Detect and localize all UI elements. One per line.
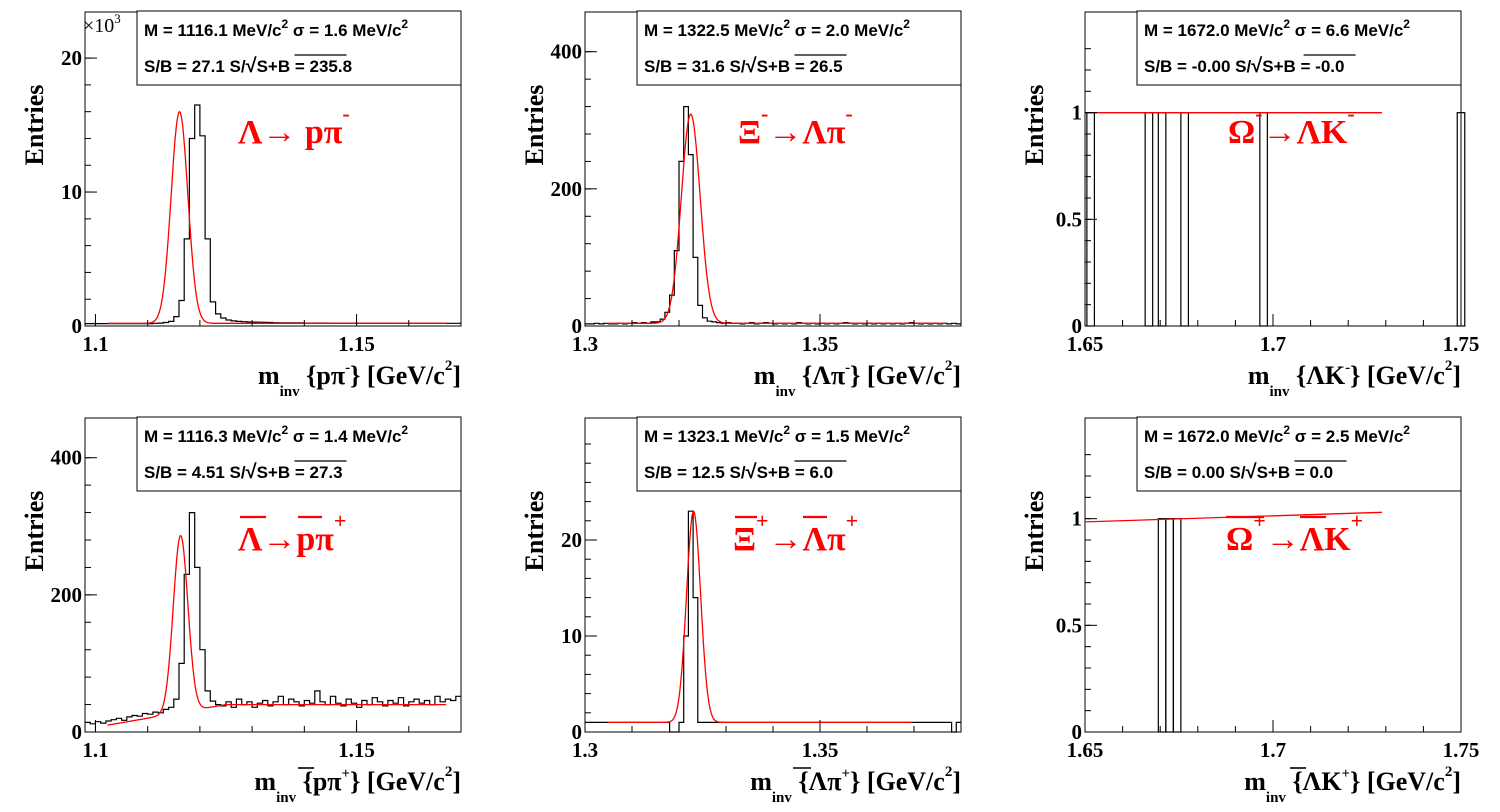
decay-label: Ω+→ΛK+ — [1226, 508, 1363, 558]
decay-label: Ξ+→Λπ+ — [733, 508, 858, 558]
y-axis-label: Entries — [20, 85, 49, 166]
y-tick-label: 200 — [551, 177, 583, 201]
decay-label: Ω-→ΛK- — [1228, 101, 1355, 151]
y-tick-label: 0 — [72, 720, 83, 744]
x-tick-label: 1.1 — [82, 332, 108, 356]
y-tick-label: 200 — [51, 583, 83, 607]
y-tick-label: 400 — [51, 446, 83, 470]
stats-line-1: M = 1323.1 MeV/c2 σ = 1.5 MeV/c2 — [644, 423, 910, 446]
y-tick-label: 0 — [72, 314, 83, 338]
x-tick-label: 1.75 — [1443, 332, 1480, 356]
x-tick-label: 1.7 — [1260, 332, 1286, 356]
stats-line-1: M = 1672.0 MeV/c2 σ = 2.5 MeV/c2 — [1144, 423, 1410, 446]
y-tick-label: 0.5 — [1056, 207, 1082, 231]
x-axis-label: minv {pπ-} [GeV/c2] — [258, 358, 461, 400]
y-axis-label: Entries — [520, 491, 549, 572]
x-tick-label: 1.35 — [802, 738, 839, 762]
x-tick-label: 1.15 — [338, 332, 375, 356]
x-tick-label: 1.65 — [1067, 738, 1104, 762]
x-axis-label: minv {Λπ-} [GeV/c2] — [754, 358, 961, 400]
stats-line-1: M = 1116.1 MeV/c2 σ = 1.6 MeV/c2 — [144, 17, 408, 40]
stats-line-2: S/B = -0.00 S/√S+B = -0.0 — [1144, 55, 1344, 77]
y-axis-label: Entries — [1020, 491, 1049, 572]
x-tick-label: 1.3 — [572, 332, 598, 356]
decay-label: Ξ-→Λπ- — [738, 101, 853, 151]
x-tick-label: 1.75 — [1443, 738, 1480, 762]
x-axis-label: minv {ΛK-} [GeV/c2] — [1248, 358, 1461, 400]
y-axis-label: Entries — [20, 491, 49, 572]
histogram-bar — [1165, 518, 1174, 733]
panel-p3: 0 0.5 1 1.65 1.7 1.75 Entries minv {ΛK-} [GeV/c… — [1020, 10, 1480, 400]
y-tick-label: 0 — [1072, 720, 1083, 744]
y-tick-label: 0 — [572, 314, 583, 338]
stats-line-2: S/B = 4.51 S/√S+B = 27.3 — [144, 461, 343, 483]
fit-curve — [607, 113, 946, 324]
y-tick-label: 10 — [61, 180, 82, 204]
x-axis-label: minv {Λπ+} [GeV/c2] — [750, 764, 961, 806]
stats-box — [636, 10, 962, 86]
x-tick-label: 1.7 — [1260, 738, 1286, 762]
y-tick-label: 0 — [1072, 314, 1083, 338]
decay-label: Λ→ pπ- — [238, 101, 350, 151]
panel-p4: 0 200 400 1.1 1.15 Entries minv {pπ+} [GeV/c2]… — [20, 416, 462, 806]
stats-line-2: S/B = 31.6 S/√S+B = 26.5 — [644, 55, 843, 77]
stats-line-1: M = 1672.0 MeV/c2 σ = 6.6 MeV/c2 — [1144, 17, 1410, 40]
y-tick-label: 0.5 — [1056, 613, 1082, 637]
fit-curve — [107, 534, 446, 726]
stats-line-1: M = 1322.5 MeV/c2 σ = 2.0 MeV/c2 — [644, 17, 910, 40]
panel-p5: 0 10 20 1.3 1.35 Entries minv {Λπ+} [GeV/c2] M … — [520, 416, 962, 806]
y-multiplier: ×103 — [83, 11, 121, 37]
decay-label: Λ→pπ+ — [238, 508, 346, 558]
x-tick-label: 1.65 — [1067, 332, 1104, 356]
stats-line-2: S/B = 12.5 S/√S+B = 6.0 — [644, 461, 833, 483]
stats-box — [136, 10, 462, 86]
stats-box — [1136, 10, 1462, 86]
y-tick-label: 1 — [1072, 507, 1083, 531]
y-tick-label: 10 — [561, 624, 582, 648]
stats-line-2: S/B = 27.1 S/√S+B = 235.8 — [144, 55, 352, 77]
y-tick-label: 20 — [561, 528, 582, 552]
histogram-line — [85, 512, 461, 725]
x-tick-label: 1.1 — [82, 738, 108, 762]
stats-line-1: M = 1116.3 MeV/c2 σ = 1.4 MeV/c2 — [144, 423, 408, 446]
histogram-bar — [1172, 518, 1182, 733]
y-axis-label: Entries — [1020, 85, 1049, 166]
y-tick-label: 1 — [1072, 101, 1083, 125]
stats-line-2: S/B = 0.00 S/√S+B = 0.0 — [1144, 461, 1333, 483]
histogram-bar — [1157, 518, 1167, 733]
stats-box — [636, 416, 962, 492]
x-axis-label: minv {pπ+} [GeV/c2] — [254, 764, 461, 806]
y-tick-label: 0 — [572, 720, 583, 744]
x-tick-label: 1.35 — [802, 332, 839, 356]
fit-curve — [607, 509, 912, 724]
histogram-bar — [1180, 112, 1190, 327]
x-tick-label: 1.3 — [572, 738, 598, 762]
x-axis-label: minv {ΛK+} [GeV/c2] — [1244, 764, 1461, 806]
panel-p6: 0 0.5 1 1.65 1.7 1.75 Entries minv {ΛK+} [GeV/c… — [1020, 416, 1480, 806]
panel-p1: 0 10 20 1.1 1.15 ×103 Entries minv {pπ-} [GeV/c… — [20, 10, 462, 400]
panel-p2: 0 200 400 1.3 1.35 Entries minv {Λπ-} [GeV/c2]… — [520, 10, 962, 400]
fit-curve — [107, 110, 446, 324]
stats-box — [1136, 416, 1462, 492]
y-tick-label: 20 — [61, 46, 82, 70]
y-tick-label: 400 — [551, 40, 583, 64]
stats-box — [136, 416, 462, 492]
histogram-bar — [1144, 112, 1154, 327]
y-axis-label: Entries — [520, 85, 549, 166]
x-tick-label: 1.15 — [338, 738, 375, 762]
histogram-bar — [1157, 112, 1167, 327]
